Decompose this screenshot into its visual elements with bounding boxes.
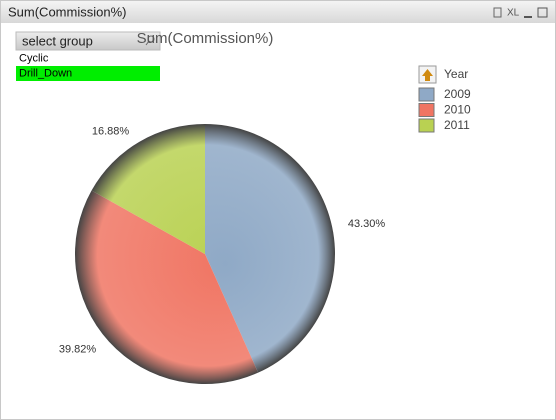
- search-icon[interactable]: [147, 35, 155, 43]
- caption-icons[interactable]: XL: [493, 7, 548, 19]
- legend-label: 2011: [444, 118, 470, 132]
- listbox: select group: [15, 31, 161, 51]
- legend-label: 2009: [444, 87, 471, 101]
- search-icon-handle: [145, 40, 150, 46]
- data-label: 16.88%: [92, 125, 130, 137]
- legend-label: 2010: [444, 103, 471, 117]
- caption: Sum(Commission%): [8, 4, 126, 19]
- legend-swatch: [418, 103, 435, 117]
- listbox-header: [15, 31, 161, 51]
- listbox-item[interactable]: Cyclic: [19, 52, 49, 64]
- selected-item-bg: [16, 66, 160, 81]
- sort-arrow: [422, 69, 433, 81]
- pie-slice: [205, 124, 335, 373]
- pie-slice: [74, 190, 259, 385]
- listbox-title: select group: [22, 33, 93, 48]
- data-label: 39.82%: [59, 344, 97, 356]
- legend-swatch: [418, 118, 435, 133]
- caption-bar: [1, 1, 555, 23]
- xl-button[interactable]: XL: [507, 8, 520, 19]
- maximize-icon[interactable]: [537, 7, 548, 18]
- chart-title: Sum(Commission%): [137, 30, 274, 47]
- legend-title: Year: [444, 67, 468, 81]
- print-icon[interactable]: [493, 7, 502, 18]
- legend-sort-icon[interactable]: [418, 65, 437, 84]
- legend-swatch: [418, 87, 435, 102]
- pie-slice: [91, 123, 205, 254]
- listbox-item[interactable]: Drill_Down: [19, 67, 72, 79]
- data-label: 43.30%: [348, 218, 386, 230]
